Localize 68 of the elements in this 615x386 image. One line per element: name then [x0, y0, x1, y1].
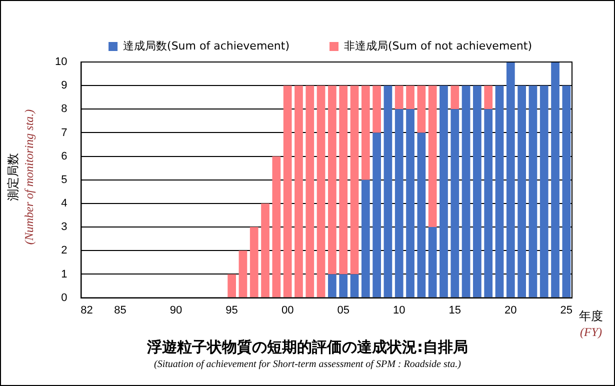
x-tick-label: 05 [337, 304, 350, 316]
y-tick-label: 6 [61, 150, 68, 162]
bar [384, 86, 392, 298]
bar [372, 132, 381, 298]
bar [406, 86, 414, 110]
bar [394, 109, 404, 298]
bar [417, 132, 426, 298]
bar [328, 86, 336, 274]
x-tick-label: 10 [392, 304, 406, 316]
y-tick-label: 9 [61, 80, 68, 92]
bar [428, 86, 437, 228]
x-tick-label: 85 [114, 304, 126, 316]
bar [394, 86, 404, 110]
bar [428, 227, 437, 298]
bar [294, 86, 303, 298]
y-tick-label: 10 [54, 56, 68, 68]
y-axis-title: 測定局数 (Number of monitoring sta.) [5, 108, 37, 247]
bar [228, 274, 236, 298]
y-tick-label: 1 [61, 268, 68, 280]
x-tick-label: 15 [448, 304, 462, 316]
bar [361, 180, 370, 298]
y-tick-label: 5 [61, 174, 68, 186]
x-tick-label: 25 [560, 304, 573, 316]
y-tick-label: 4 [61, 198, 68, 210]
y-tick-label: 8 [61, 103, 68, 116]
bar [450, 109, 460, 298]
bar [238, 250, 248, 298]
bar [528, 86, 538, 298]
bar [484, 86, 493, 110]
bar [306, 86, 314, 298]
bar [350, 86, 359, 274]
bar [495, 86, 504, 298]
bar [473, 86, 482, 298]
y-tick-label: 3 [61, 221, 68, 234]
y-tick-label: 2 [61, 244, 68, 257]
bar [372, 86, 381, 133]
bar [328, 274, 336, 298]
bar [417, 86, 426, 133]
bar [316, 86, 326, 298]
bar [272, 156, 281, 298]
legend-label: 達成局数(Sum of achievement) [123, 39, 290, 52]
bar [339, 274, 348, 298]
bar [250, 227, 258, 298]
text: (Situation of achievement for Short-term assessment of SPM : Roadside sta.) [153, 359, 462, 370]
y-tick-label: 7 [61, 126, 68, 139]
bar [506, 62, 515, 298]
x-tick-label: 00 [281, 304, 294, 316]
bar [261, 203, 270, 298]
x-tick-label: 20 [504, 304, 517, 316]
bar [540, 86, 548, 298]
bar [339, 86, 348, 274]
y-tick-label: 0 [61, 292, 68, 304]
bar [283, 86, 292, 298]
bar [562, 86, 571, 298]
bar [518, 86, 526, 298]
bar [484, 109, 493, 298]
bar [350, 274, 359, 298]
legend-label: 非達成局(Sum of not achievement) [344, 39, 532, 52]
bar [361, 86, 370, 180]
bar [462, 86, 470, 298]
bar [450, 86, 460, 110]
text: 浮遊粒子状物質の短期的評価の達成状況:自排局 [146, 338, 469, 357]
x-tick-label: 82 [80, 304, 93, 316]
bar [406, 109, 414, 298]
x-tick-label: 90 [170, 304, 182, 316]
bar [551, 62, 560, 298]
x-tick-label: 95 [226, 304, 238, 316]
bar [440, 86, 448, 298]
